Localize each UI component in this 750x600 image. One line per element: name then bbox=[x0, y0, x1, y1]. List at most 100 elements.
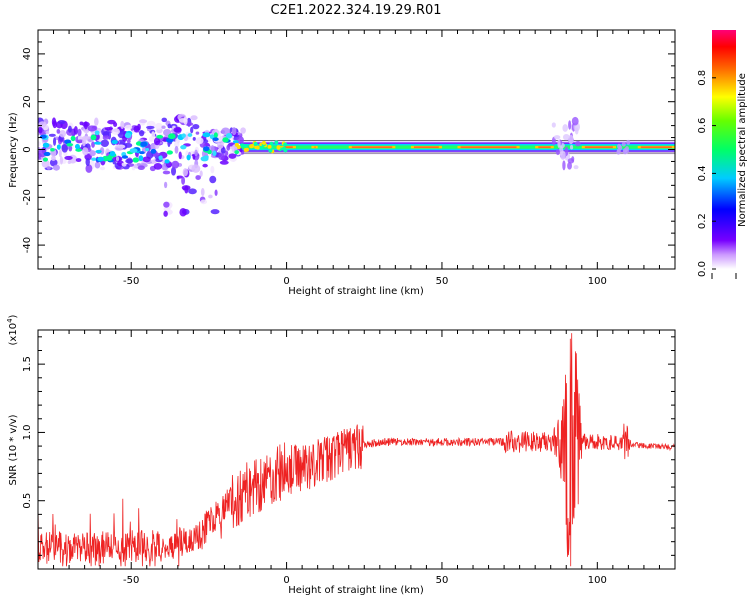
spectral-peak bbox=[222, 137, 229, 143]
spectral-blob bbox=[52, 164, 60, 171]
spectral-peak bbox=[253, 141, 258, 146]
spectral-peak bbox=[168, 133, 176, 140]
spectral-blob bbox=[562, 160, 566, 171]
spectral-blob bbox=[618, 145, 623, 151]
spectral-peak bbox=[240, 143, 245, 148]
spectral-blob bbox=[163, 201, 170, 208]
spectral-blob bbox=[59, 130, 66, 138]
spectral-blob bbox=[178, 118, 188, 123]
spectral-blob bbox=[231, 127, 237, 136]
spectral-blob bbox=[125, 158, 134, 164]
spectral-blob bbox=[560, 150, 566, 161]
spectral-blob bbox=[220, 146, 226, 154]
spectral-blob bbox=[56, 128, 61, 134]
spectral-blob bbox=[155, 122, 163, 130]
spectral-blob bbox=[575, 140, 581, 147]
spectral-blob bbox=[85, 157, 90, 167]
spectral-peak bbox=[203, 146, 210, 152]
spectral-blob bbox=[163, 210, 168, 217]
spectral-peak bbox=[140, 141, 148, 147]
spectral-blob bbox=[67, 125, 72, 133]
y-tick-label: 1.0 bbox=[22, 424, 33, 440]
spectral-peak bbox=[70, 135, 76, 142]
spectral-peak bbox=[132, 157, 139, 163]
spectral-peak bbox=[243, 143, 248, 148]
spectral-blob bbox=[553, 135, 561, 140]
spectral-peak bbox=[202, 132, 211, 138]
spectral-blob bbox=[210, 209, 220, 215]
snr-x-label: Height of straight line (km) bbox=[288, 585, 424, 596]
x-tick-label: -50 bbox=[123, 276, 139, 287]
spectral-peak bbox=[267, 144, 272, 149]
spectrogram-ticks: -50 0 50 100 -40 -20 0 20 40 bbox=[22, 29, 676, 287]
spectral-blob bbox=[162, 170, 171, 175]
spectral-blob bbox=[562, 124, 568, 132]
spectral-peak bbox=[232, 140, 239, 144]
spectral-blob bbox=[38, 126, 43, 134]
spectral-blob bbox=[194, 149, 198, 157]
y-tick-label: 0.5 bbox=[22, 493, 33, 509]
spectral-peak bbox=[181, 133, 186, 138]
y-tick-label: 1.5 bbox=[22, 356, 33, 372]
band-peak bbox=[640, 146, 672, 148]
spectral-blob bbox=[181, 185, 191, 191]
spectral-peak bbox=[94, 130, 100, 136]
spectrogram-y-label: Frequency (Hz) bbox=[8, 112, 19, 188]
spectral-peak bbox=[274, 140, 279, 145]
spectral-blob bbox=[100, 139, 109, 147]
spectral-blob bbox=[153, 137, 161, 146]
spectral-blob bbox=[192, 124, 200, 130]
spectral-peak bbox=[283, 148, 288, 153]
spectral-peak bbox=[166, 150, 173, 155]
spectral-peak bbox=[164, 159, 170, 164]
snr-panel: -50 0 50 100 0.5 1.0 1.5 Height of straight li… bbox=[6, 314, 676, 596]
spectral-peak bbox=[249, 144, 254, 149]
snr-frame bbox=[37, 329, 676, 570]
spectral-blob bbox=[240, 127, 246, 134]
spectral-peak bbox=[106, 155, 113, 162]
spectral-blob bbox=[61, 143, 68, 153]
spectrogram-panel: -50 0 50 100 -40 -20 0 20 40 Height of straight … bbox=[8, 29, 676, 297]
spectral-blob bbox=[570, 144, 574, 150]
spectral-peak bbox=[244, 147, 249, 152]
snr-plot-area bbox=[38, 330, 675, 569]
spectral-peak bbox=[111, 139, 118, 145]
x-tick-label: 100 bbox=[588, 575, 607, 586]
spectral-blob bbox=[124, 124, 133, 130]
spectral-peak bbox=[213, 132, 218, 139]
spectral-blob bbox=[83, 121, 88, 130]
spectral-blob bbox=[142, 156, 151, 163]
spectral-blob bbox=[137, 165, 145, 170]
spectral-blob bbox=[161, 125, 166, 129]
spectral-blob bbox=[568, 120, 572, 130]
spectral-blob bbox=[571, 116, 579, 126]
spectral-blob bbox=[120, 120, 125, 130]
spectral-peak bbox=[91, 157, 97, 161]
spectral-peak bbox=[124, 132, 132, 139]
spectral-blob bbox=[89, 150, 96, 157]
colorbar-tick-label: 0.8 bbox=[697, 70, 708, 86]
spectral-peak bbox=[42, 142, 50, 148]
spectral-blob bbox=[621, 141, 626, 147]
band-peak bbox=[413, 146, 439, 148]
spectral-blob bbox=[174, 145, 179, 154]
spectral-blob bbox=[195, 131, 200, 135]
spectral-peak bbox=[39, 134, 47, 139]
spectral-blob bbox=[178, 151, 182, 160]
spectral-peak bbox=[129, 148, 138, 153]
spectral-blob bbox=[557, 139, 561, 149]
y-tick-label: 0 bbox=[22, 146, 33, 152]
spectral-peak bbox=[207, 149, 212, 155]
band-peak bbox=[538, 146, 551, 148]
spectral-blob bbox=[573, 165, 579, 170]
spectral-blob bbox=[38, 121, 47, 128]
spectral-blob bbox=[551, 122, 556, 128]
spectral-blob bbox=[616, 149, 621, 155]
band-peak bbox=[314, 146, 316, 148]
spectral-blob bbox=[171, 166, 177, 176]
spectral-blob bbox=[75, 158, 82, 163]
spectral-blob bbox=[38, 152, 42, 158]
spectral-blob bbox=[99, 166, 106, 171]
spectral-blob bbox=[113, 122, 118, 127]
